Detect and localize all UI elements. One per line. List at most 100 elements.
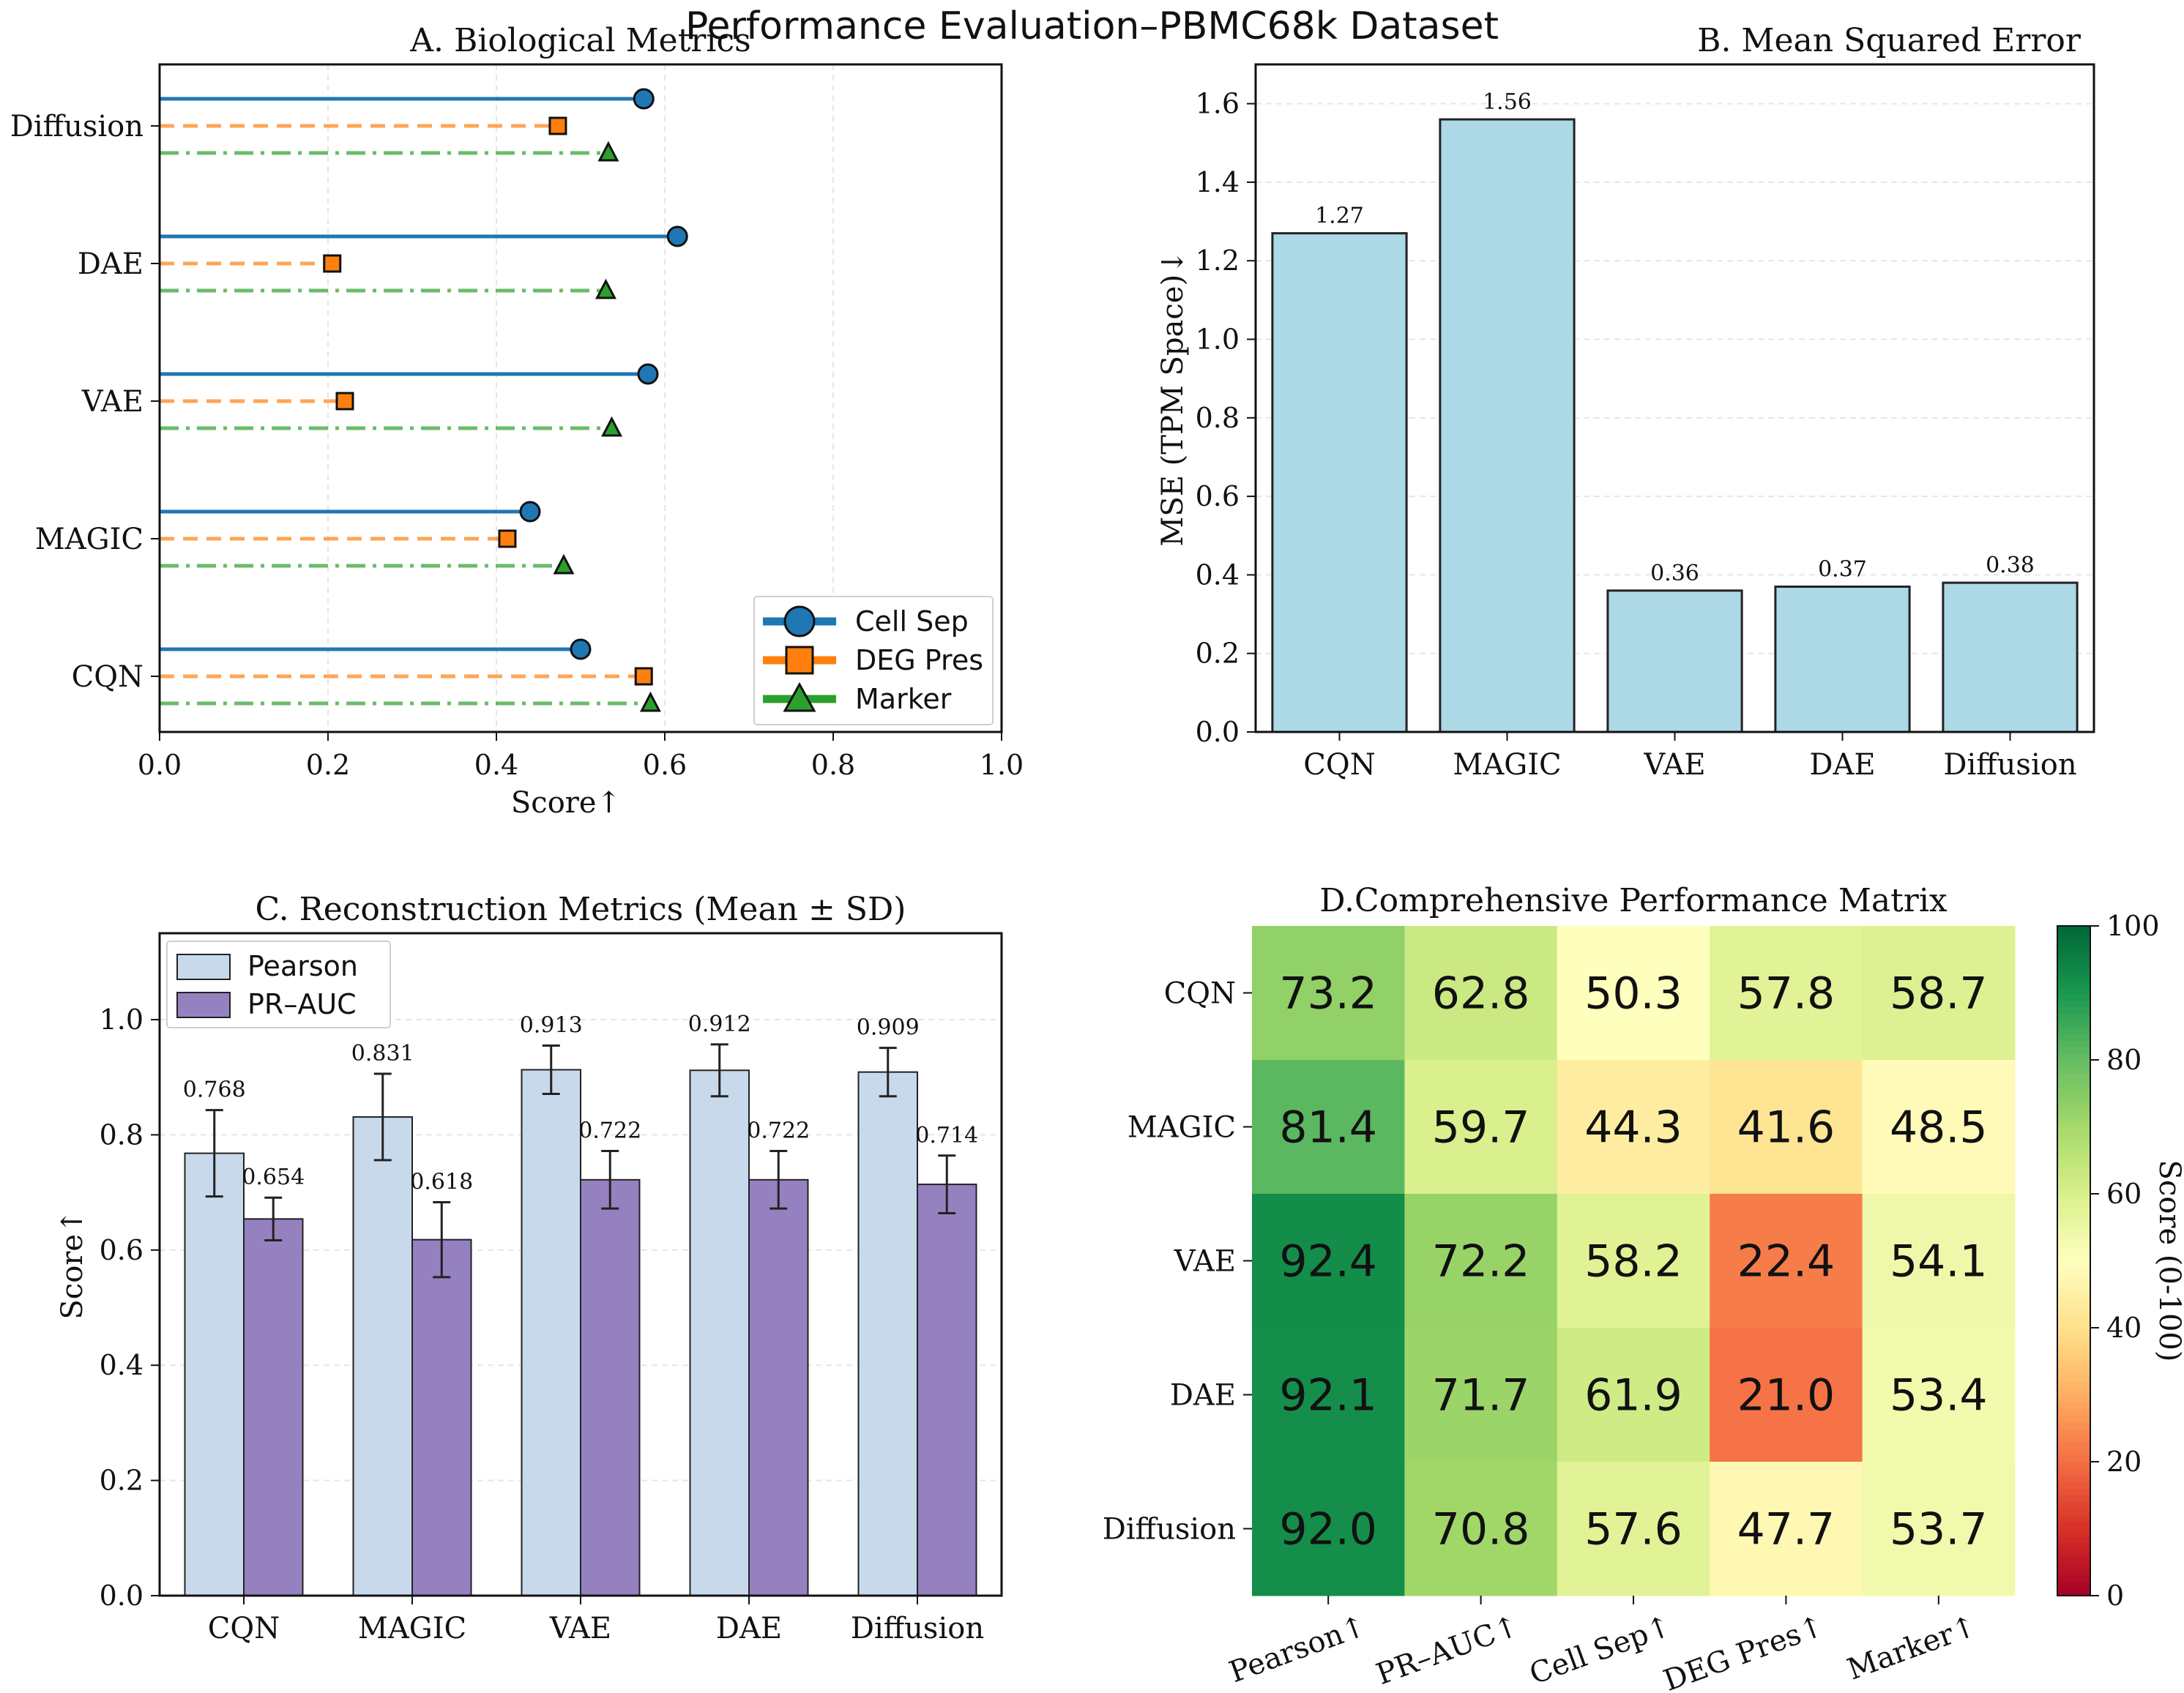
c-ytick-label: 0.4 [100,1349,144,1381]
d-cell-value: 57.8 [1737,968,1835,1020]
d-colorbar-segment [2057,1039,2090,1047]
a-legend-label: Marker [855,683,952,715]
figure-title: Performance Evaluation–PBMC68k Dataset [685,4,1499,48]
panel-b: 0.0 0.2 0.4 0.6 0.8 1.0 1.2 1.4 1.6 1.27 CQN 1.56 MA… [1156,22,2095,782]
a-marker-circle [633,88,655,110]
c-bar-value: 0.912 [688,1012,751,1037]
d-colorbar-segment [2057,1575,2090,1583]
d-cell [1862,926,2016,1061]
c-bar-prauc [748,1178,809,1596]
d-colorbar-segment [2057,1334,2090,1342]
d-colorbar-segment [2057,1220,2090,1228]
d-colorbar-segment [2057,1160,2090,1168]
b-axes-frame [1254,63,2095,733]
a-xtick-label: 0.8 [811,749,855,781]
a-legend-square [785,646,814,675]
d-colorbar-segment [2057,1146,2090,1155]
a-legend-label: Cell Sep [855,605,969,638]
c-bar-pearson [689,1069,750,1596]
a-xtick-label: 0.0 [138,749,182,781]
a-marker-square [634,667,653,686]
c-ylabel: Score↑ [56,1209,89,1319]
d-cell [1710,1060,1863,1195]
d-colorbar-segment [2057,1528,2090,1536]
d-colorbar-segment [2057,1320,2090,1328]
c-ytick-label: 0.6 [100,1234,144,1266]
c-bar-value: 0.913 [520,1012,583,1038]
d-colorbar-segment [2057,1381,2090,1389]
b-xtick-label: DAE [1809,748,1875,782]
d-cell-value: 81.4 [1279,1102,1377,1154]
a-legend-triangle [783,681,816,712]
d-colorbar-segment [2057,965,2090,974]
c-bar-prauc [580,1178,641,1596]
d-colorbar-segment [2057,1012,2090,1021]
d-colorbar-segment [2057,1167,2090,1175]
d-cell-value: 61.9 [1584,1370,1682,1421]
d-colorbar-segment [2057,1060,2090,1068]
d-cell [1404,926,1558,1061]
c-title: C. Reconstruction Metrics (Mean ± SD) [256,891,906,928]
d-colorbar-segment [2057,1186,2090,1195]
d-colorbar-tick-label: 0 [2106,1580,2124,1612]
d-colorbar-segment [2057,1454,2090,1462]
c-xtick-label: Diffusion [851,1612,984,1645]
c-bar-value: 0.618 [410,1170,473,1195]
d-colorbar-segment [2057,1154,2090,1162]
d-cell-value: 58.7 [1890,968,1988,1020]
a-marker-circle [637,363,659,385]
d-cell-value: 53.7 [1890,1504,1988,1555]
c-xtick-label: CQN [208,1612,280,1645]
d-colorbar-segment [2057,1328,2090,1336]
d-colorbar-segment [2057,1367,2090,1376]
d-colorbar-segment [2057,1401,2090,1409]
c-bar-value: 0.654 [242,1165,305,1190]
d-colorbar-segment [2057,979,2090,987]
b-bar-value: 1.56 [1483,89,1532,115]
b-xtick-label: MAGIC [1453,748,1561,782]
c-bar-value: 0.722 [578,1118,641,1143]
c-bar-prauc [411,1238,472,1597]
d-colorbar-segment [2057,1046,2090,1054]
b-bar [1774,586,1911,733]
b-title: B. Mean Squared Error [1697,22,2081,59]
b-bar [1606,589,1743,733]
d-cell [1710,1462,1863,1596]
d-cell [1252,1462,1405,1596]
d-colorbar-segment [2057,1133,2090,1141]
d-colorbar-segment [2057,946,2090,954]
c-ytick-label: 0.8 [100,1118,144,1151]
c-bar-prauc [243,1218,304,1596]
d-colorbar-segment [2057,1522,2090,1530]
d-colorbar-segment [2057,1194,2090,1202]
c-bar-pearson [184,1152,245,1597]
d-cell [1862,1194,2016,1328]
d-colorbar-segment [2057,1233,2090,1242]
d-colorbar-segment [2057,1241,2090,1249]
d-cell [1252,1060,1405,1195]
c-xtick-label: MAGIC [358,1612,466,1645]
d-colorbar-segment [2057,1053,2090,1061]
d-colorbar-segment [2057,1086,2090,1094]
d-colorbar-segment [2057,1501,2090,1510]
d-colorbar-segment [2057,1548,2090,1557]
a-legend-label: DEG Pres [855,644,983,676]
d-col-label: Marker↑ [1843,1609,1981,1686]
d-colorbar-segment [2057,1280,2090,1289]
c-bar-pearson [521,1069,581,1596]
panel-a: 0.0 0.2 0.4 0.6 0.8 1.0 Diffusion DAE VAE MAGIC CQ… [10,22,1024,820]
a-legend-circle [783,605,816,638]
c-bar-value: 0.722 [747,1118,810,1143]
c-ytick-label: 1.0 [100,1004,144,1036]
a-legend-box [753,596,994,725]
d-row-label: DAE [1170,1379,1236,1413]
d-cell-value: 57.6 [1584,1504,1682,1555]
d-cell [1710,1194,1863,1328]
a-xtick-label: 0.4 [474,749,518,781]
d-colorbar-tick-label: 40 [2106,1312,2142,1344]
c-ytick-label: 0.2 [100,1465,144,1497]
d-cell [1252,926,1405,1061]
b-ytick-label: 0.0 [1196,716,1240,748]
d-colorbar-segment [2057,1562,2090,1570]
